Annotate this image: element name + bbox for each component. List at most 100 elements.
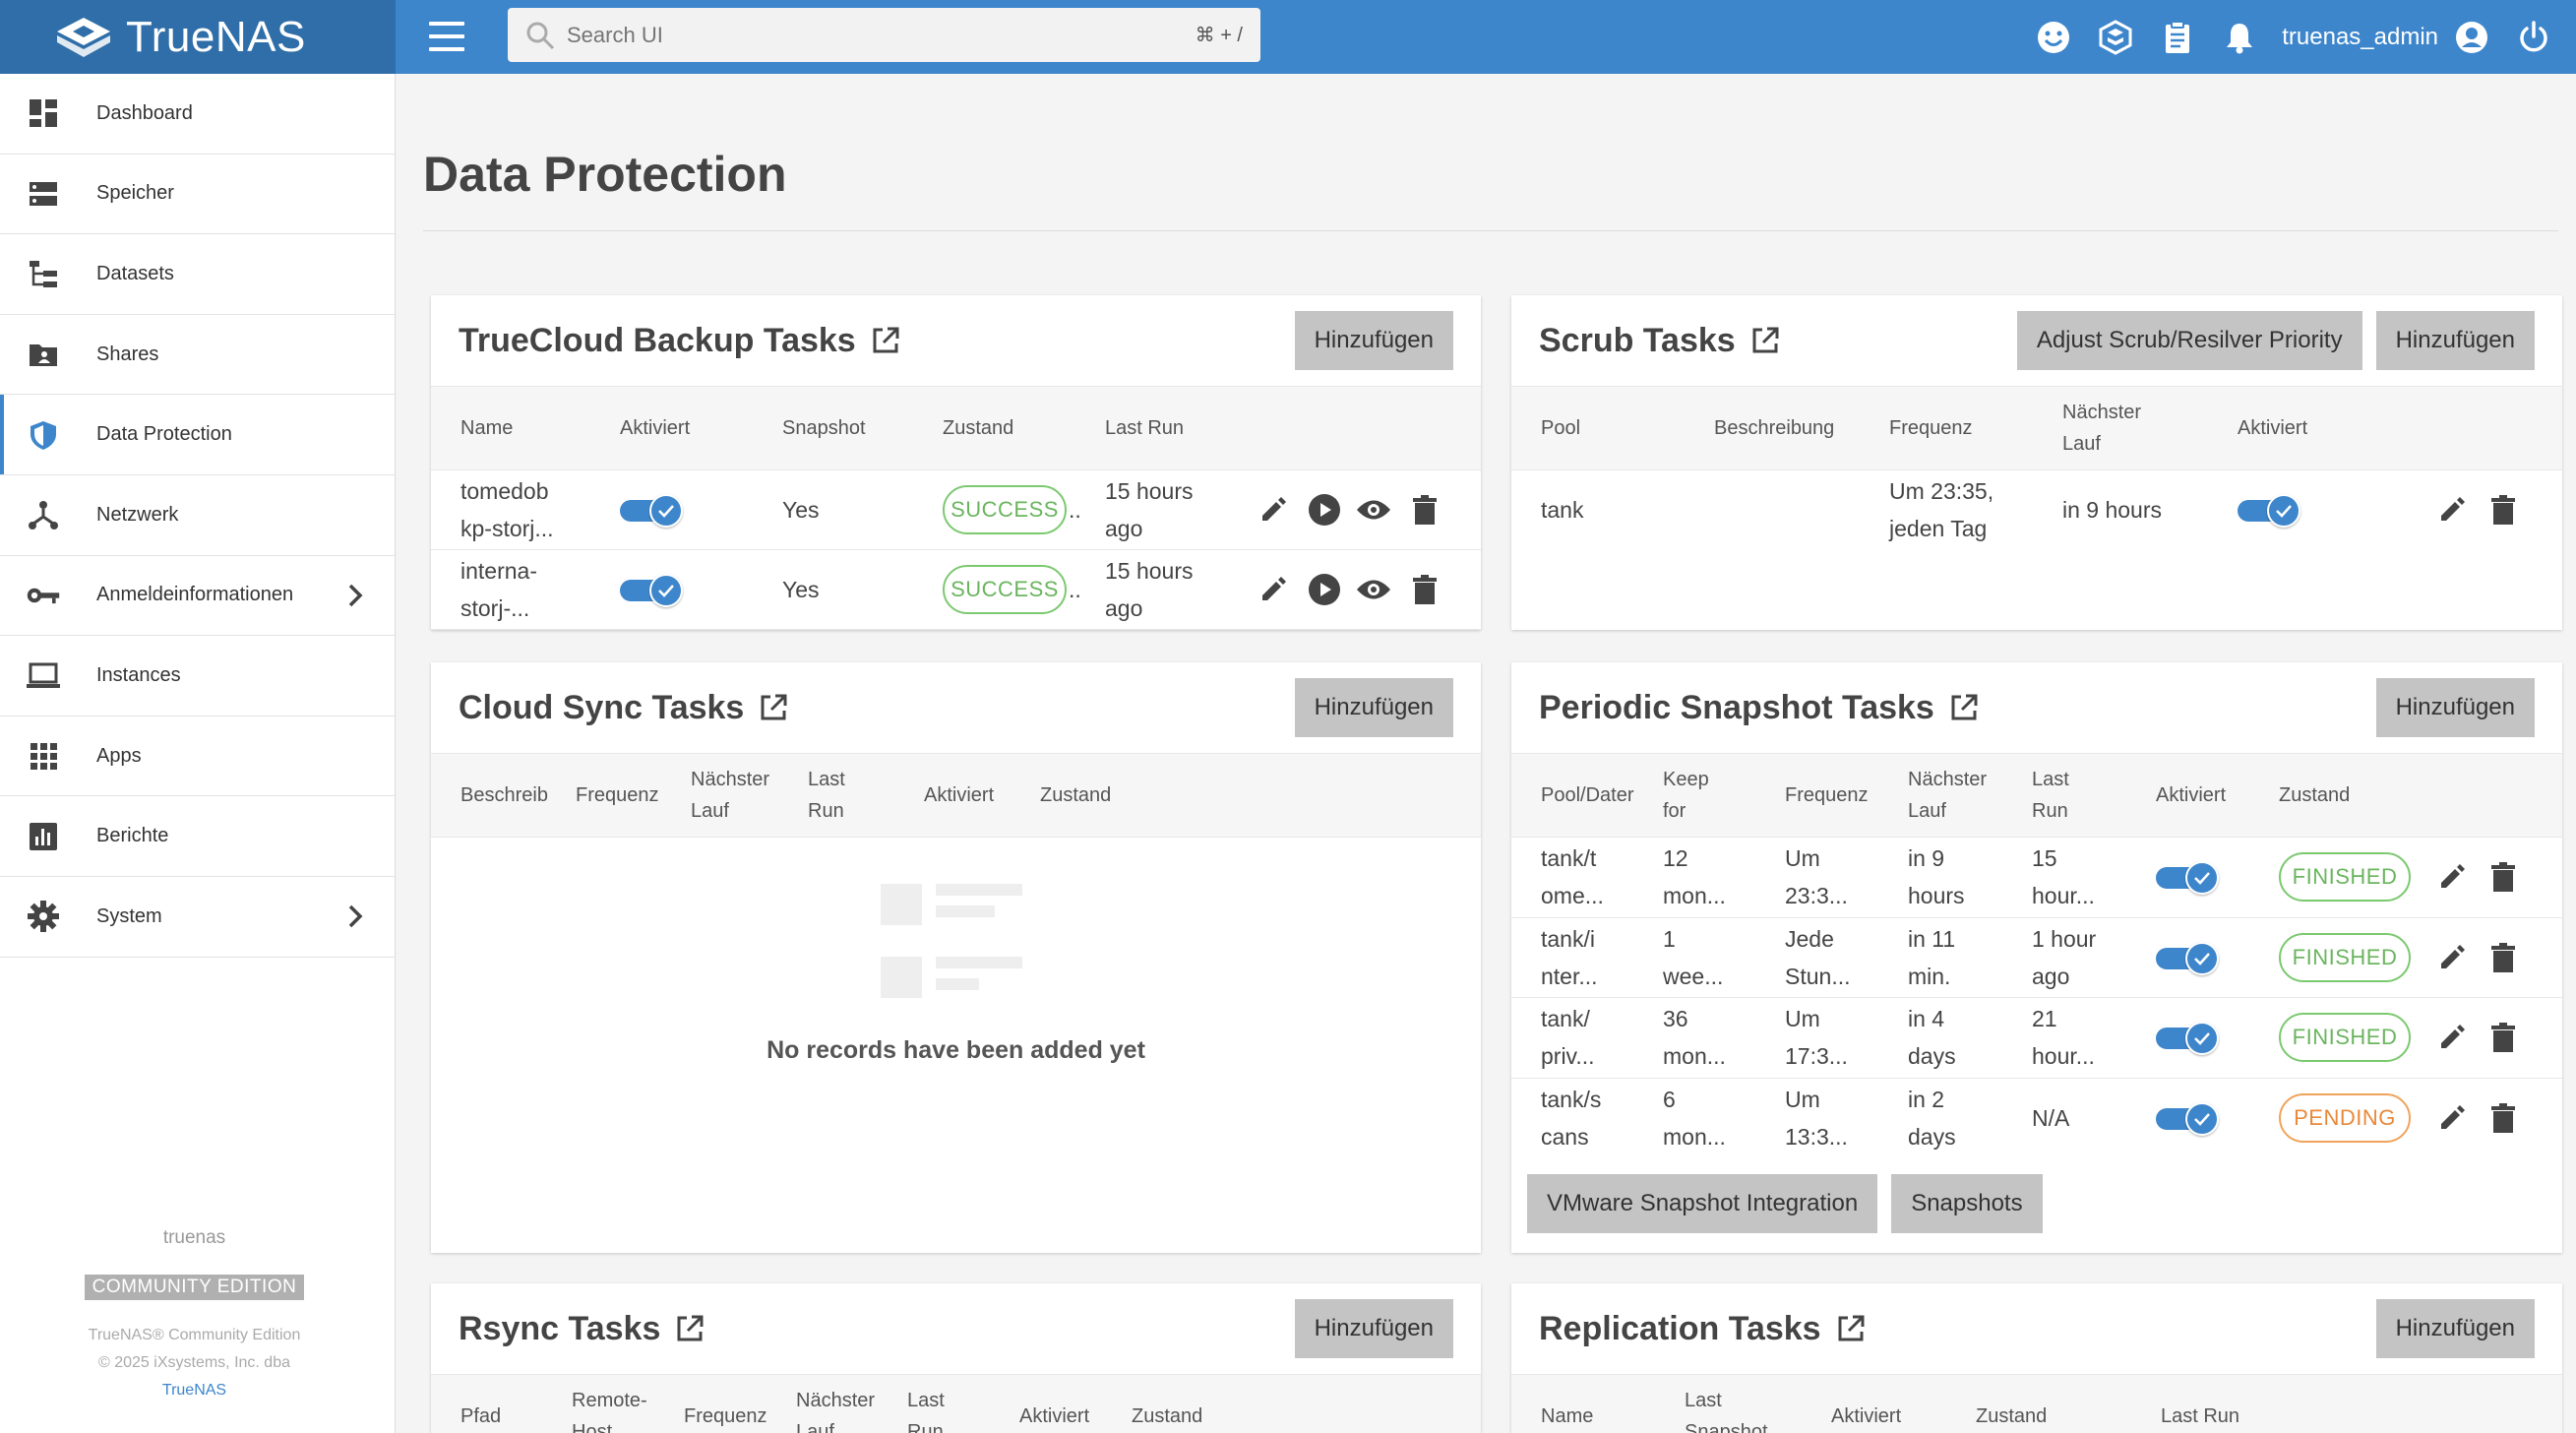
column-header[interactable]: Frequenz	[576, 784, 659, 806]
column-header[interactable]: Nächster	[2062, 402, 2142, 423]
column-header[interactable]: Frequenz	[1889, 417, 1973, 439]
table-row[interactable]: tank/t ome... 12 mon... Um 23:3... in 9 hours 15…	[1511, 838, 2562, 918]
column-header[interactable]: Pool/Dater	[1541, 784, 1634, 806]
enabled-toggle[interactable]	[2156, 861, 2219, 895]
sidebar-item-storage[interactable]: Speicher	[0, 155, 395, 235]
column-header[interactable]: Last	[2032, 769, 2069, 790]
menu-toggle-button[interactable]	[429, 22, 464, 51]
column-header[interactable]: Lauf	[1908, 800, 1946, 822]
run-icon[interactable]	[1307, 572, 1342, 607]
delete-icon[interactable]	[2485, 859, 2521, 895]
edit-icon[interactable]	[2434, 940, 2470, 975]
column-header[interactable]: Nächster	[1908, 769, 1988, 790]
column-header[interactable]: for	[1663, 800, 1687, 822]
card-title[interactable]: Periodic Snapshot Tasks	[1539, 688, 1934, 726]
column-header[interactable]: Last	[808, 769, 845, 790]
table-row[interactable]: tank Um 23:35, jeden Tag in 9 hours	[1511, 470, 2562, 550]
column-header[interactable]: Run	[808, 800, 844, 822]
table-row[interactable]: tank/s cans 6 mon... Um 13:3... in 2 days N/A PEN…	[1511, 1079, 2562, 1159]
column-header[interactable]: Nächster	[691, 769, 770, 790]
column-header[interactable]: Nächster	[796, 1390, 876, 1411]
column-header[interactable]: Aktiviert	[1831, 1405, 1902, 1427]
sidebar-item-network[interactable]: Netzwerk	[0, 475, 395, 556]
feedback-icon[interactable]	[2034, 18, 2073, 57]
column-header[interactable]: Aktiviert	[1019, 1405, 1090, 1427]
add-replication-button[interactable]: Hinzufügen	[2375, 1299, 2535, 1358]
card-title[interactable]: Rsync Tasks	[459, 1309, 661, 1347]
column-header[interactable]: Pfad	[460, 1405, 502, 1427]
column-header[interactable]: Aktiviert	[620, 417, 691, 439]
view-icon[interactable]	[1356, 572, 1391, 607]
sidebar-item-credentials[interactable]: Anmeldeinformationen	[0, 556, 395, 637]
adjust-scrub-priority-button[interactable]: Adjust Scrub/Resilver Priority	[2016, 311, 2362, 370]
column-header[interactable]: Beschreibung	[1714, 417, 1835, 439]
delete-icon[interactable]	[1407, 492, 1442, 528]
table-row[interactable]: tank/i nter... 1 wee... Jede Stun... in 11 min.…	[1511, 918, 2562, 998]
card-title[interactable]: Cloud Sync Tasks	[459, 688, 745, 726]
status-badge[interactable]: FINISHED	[2279, 1013, 2411, 1062]
add-rsync-button[interactable]: Hinzufügen	[1294, 1299, 1453, 1358]
column-header[interactable]: Last	[907, 1390, 945, 1411]
open-in-new-icon[interactable]	[870, 325, 901, 356]
sidebar-item-data-protection[interactable]: Data Protection	[0, 395, 395, 475]
sidebar-item-instances[interactable]: Instances	[0, 636, 395, 716]
column-header[interactable]: Host	[572, 1421, 613, 1433]
column-header[interactable]: Run	[2032, 800, 2068, 822]
delete-icon[interactable]	[1407, 572, 1442, 607]
status-badge[interactable]: SUCCESS	[943, 485, 1067, 534]
column-header[interactable]: Last Run	[1105, 417, 1185, 439]
add-cloud-sync-button[interactable]: Hinzufügen	[1294, 678, 1453, 737]
add-periodic-snapshot-button[interactable]: Hinzufügen	[2375, 678, 2535, 737]
sidebar-item-datasets[interactable]: Datasets	[0, 234, 395, 315]
column-header[interactable]: Beschreib	[460, 784, 548, 806]
open-in-new-icon[interactable]	[674, 1313, 705, 1344]
delete-icon[interactable]	[2485, 1020, 2521, 1055]
column-header[interactable]: Aktiviert	[2238, 417, 2308, 439]
open-in-new-icon[interactable]	[1835, 1313, 1867, 1344]
status-badge[interactable]: PENDING	[2279, 1092, 2411, 1143]
column-header[interactable]: Frequenz	[1785, 784, 1869, 806]
column-header[interactable]: Last Run	[2161, 1405, 2240, 1427]
column-header[interactable]: Frequenz	[684, 1405, 767, 1427]
open-in-new-icon[interactable]	[1948, 692, 1980, 723]
edit-icon[interactable]	[2434, 1100, 2470, 1136]
edit-icon[interactable]	[1256, 492, 1291, 528]
sidebar-item-apps[interactable]: Apps	[0, 716, 395, 797]
table-row[interactable]: interna- storj-... Yes SUCCESS .. 15 hou…	[431, 550, 1481, 630]
vmware-snapshot-button[interactable]: VMware Snapshot Integration	[1527, 1174, 1878, 1233]
enabled-toggle[interactable]	[2238, 494, 2300, 528]
brand-logo[interactable]: TrueNAS	[0, 0, 396, 74]
card-title[interactable]: TrueCloud Backup Tasks	[459, 321, 856, 359]
open-in-new-icon[interactable]	[1749, 325, 1781, 356]
delete-icon[interactable]	[2485, 940, 2521, 975]
column-header[interactable]: Pool	[1541, 417, 1581, 439]
jobs-icon[interactable]	[2158, 18, 2197, 57]
column-header[interactable]: Last	[1685, 1390, 1722, 1411]
edit-icon[interactable]	[2434, 1020, 2470, 1055]
column-header[interactable]: Aktiviert	[2156, 784, 2227, 806]
column-header[interactable]: Zustand	[1132, 1405, 1203, 1427]
sidebar-item-shares[interactable]: Shares	[0, 315, 395, 396]
column-header[interactable]: Aktiviert	[924, 784, 995, 806]
open-in-new-icon[interactable]	[758, 692, 789, 723]
delete-icon[interactable]	[2485, 1100, 2521, 1136]
column-header[interactable]: Name	[460, 417, 514, 439]
edit-icon[interactable]	[2434, 492, 2470, 528]
column-header[interactable]: Snapshot	[1685, 1421, 1768, 1433]
delete-icon[interactable]	[2485, 492, 2521, 528]
column-header[interactable]: Zustand	[2279, 784, 2351, 806]
table-row[interactable]: tomedob kp-storj... Yes SUCCESS .. 15 ho…	[431, 470, 1481, 550]
enabled-toggle[interactable]	[2156, 941, 2219, 975]
column-header[interactable]: Snapshot	[782, 417, 866, 439]
column-header[interactable]: Lauf	[691, 800, 729, 822]
sidebar-item-reports[interactable]: Berichte	[0, 796, 395, 877]
view-icon[interactable]	[1356, 492, 1391, 528]
enabled-toggle[interactable]	[2156, 1101, 2219, 1136]
status-badge[interactable]: FINISHED	[2279, 852, 2411, 902]
enabled-toggle[interactable]	[620, 494, 683, 528]
truenas-link[interactable]: TrueNAS	[161, 1382, 227, 1399]
column-header[interactable]: Run	[907, 1421, 944, 1433]
notifications-icon[interactable]	[2220, 18, 2259, 57]
status-badge[interactable]: SUCCESS	[943, 565, 1067, 614]
account-icon[interactable]	[2452, 18, 2491, 57]
